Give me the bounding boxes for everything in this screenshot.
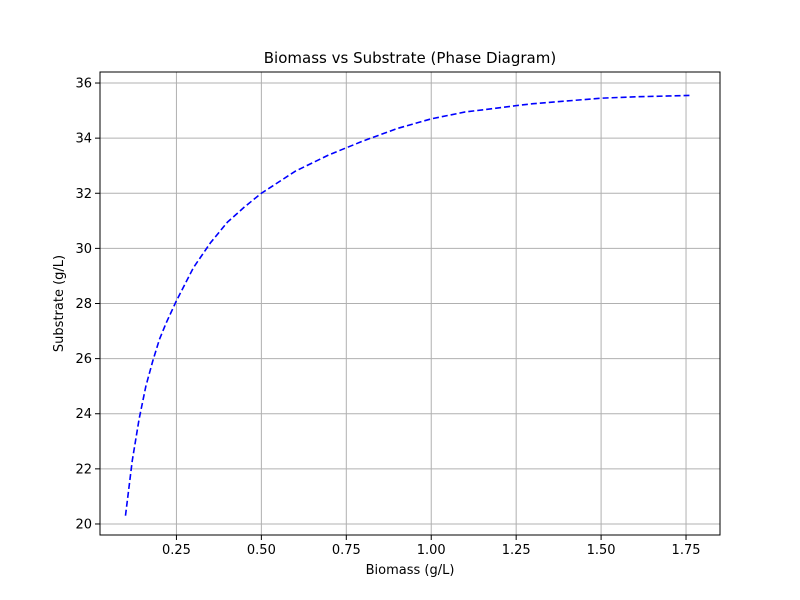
series-line: [124, 94, 690, 516]
grid-layer: [100, 72, 720, 535]
y-tick-label: 20: [75, 517, 92, 532]
y-tick-label: 24: [75, 407, 92, 422]
y-tick-label: 28: [75, 297, 92, 312]
y-tick-label: 30: [75, 242, 92, 257]
x-tick-label: 1.75: [672, 543, 701, 558]
x-tick-label: 0.50: [247, 543, 276, 558]
x-tick-label: 0.75: [332, 543, 361, 558]
y-tick-label: 26: [75, 352, 92, 367]
tick-layer: 0.25 0.50 0.75 1.00 1.25 1.50 1.75 20 22 24 26 28 30…: [75, 77, 700, 558]
x-tick-label: 1.50: [587, 543, 616, 558]
x-tick-label: 0.25: [162, 543, 191, 558]
y-tick-label: 34: [75, 132, 92, 147]
x-axis-label: Biomass (g/L): [366, 563, 455, 578]
y-axis-label: Substrate (g/L): [52, 255, 67, 352]
y-tick-label: 32: [75, 187, 92, 202]
data-layer: [124, 94, 690, 516]
y-tick-label: 36: [75, 77, 92, 92]
y-tick-label: 22: [75, 462, 92, 477]
chart-title: Biomass vs Substrate (Phase Diagram): [264, 49, 556, 67]
x-tick-label: 1.25: [502, 543, 531, 558]
x-tick-label: 1.00: [417, 543, 446, 558]
